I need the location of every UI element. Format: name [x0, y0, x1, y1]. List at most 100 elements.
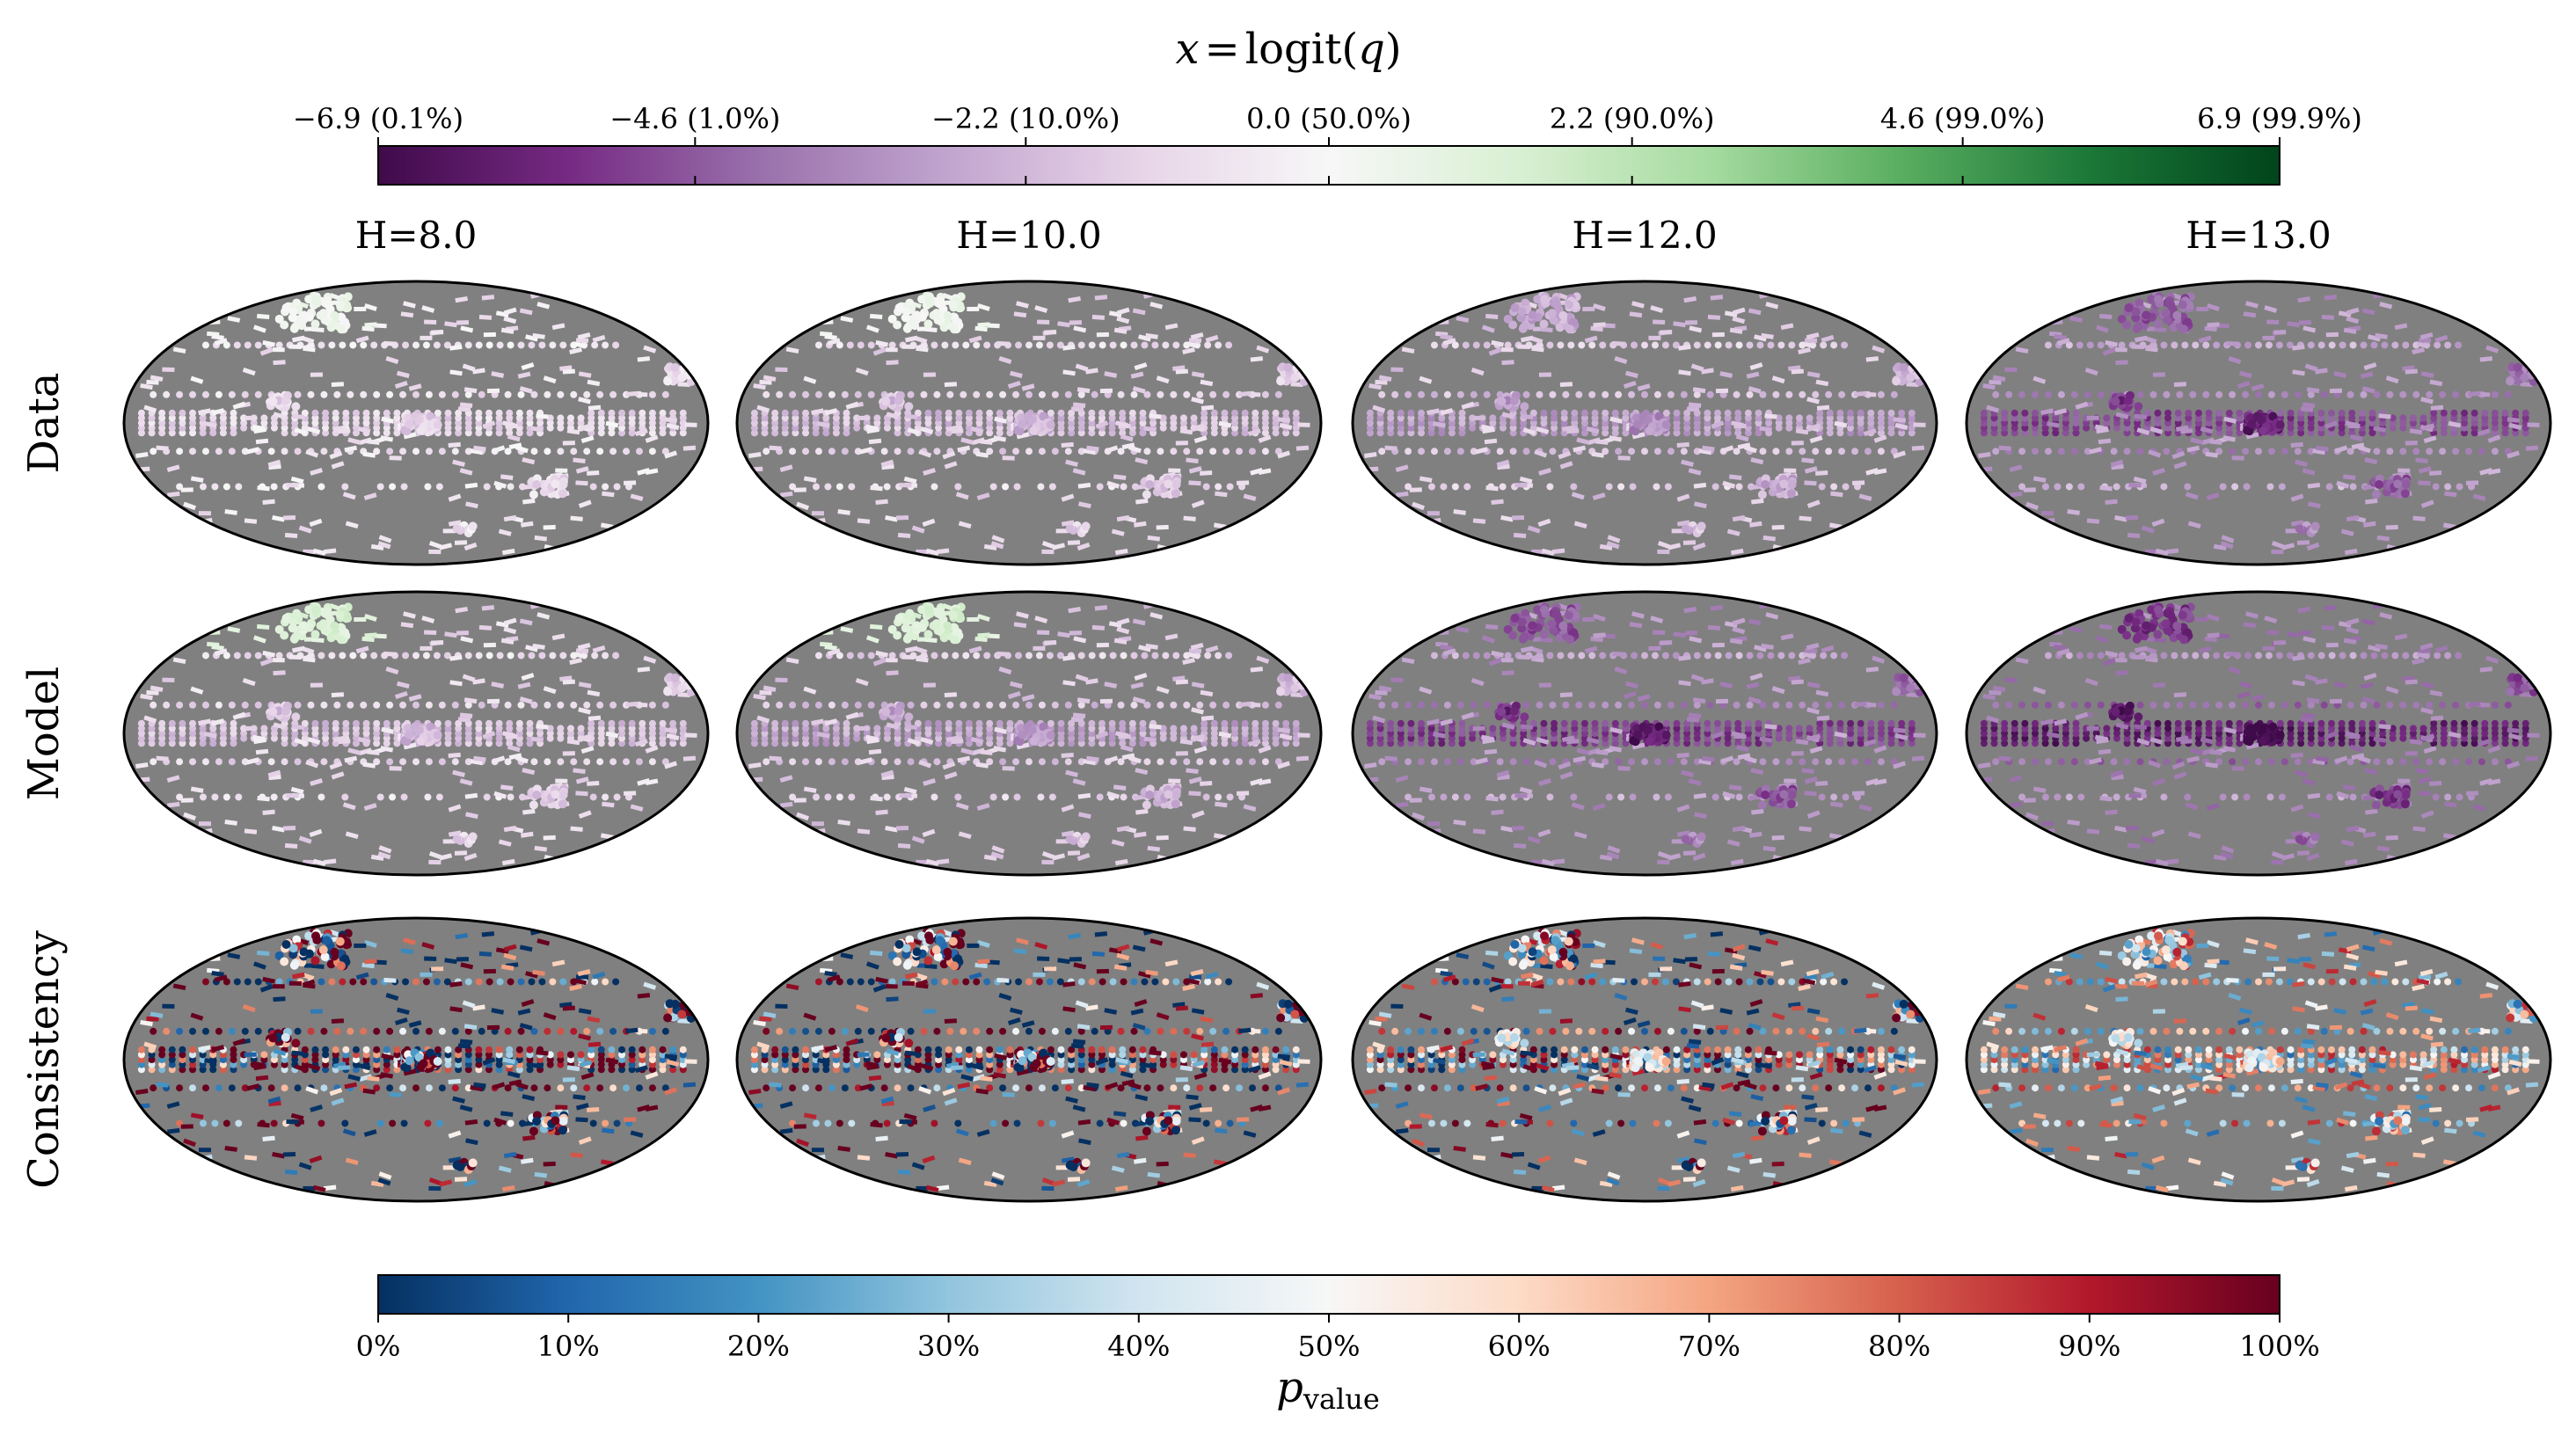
sky-pixel — [281, 740, 288, 747]
sky-pixel — [2205, 414, 2213, 422]
sky-pixel — [1038, 758, 1046, 766]
sky-pixel — [1006, 740, 1014, 747]
sky-pixel — [958, 521, 972, 529]
sky-pixel — [2083, 424, 2091, 432]
sky-pixel — [836, 341, 843, 349]
sky-pixel — [482, 731, 496, 740]
sky-pixel — [914, 409, 922, 417]
sky-map-pixels — [1363, 291, 1926, 556]
sky-pixel — [1277, 727, 1291, 733]
sky-pixel — [530, 390, 538, 398]
sky-pixel — [1591, 419, 1599, 426]
sky-pixel — [1088, 414, 1096, 422]
sky-pixel — [381, 726, 395, 734]
sky-pixel — [1065, 459, 1078, 467]
sky-pixel — [750, 429, 758, 437]
sky-pixel — [528, 652, 536, 660]
sky-pixel — [1821, 334, 1835, 343]
sky-pixel — [812, 725, 820, 733]
sky-pixel — [1261, 424, 1269, 432]
sky-pixel — [883, 730, 891, 737]
sky-pixel — [771, 424, 779, 432]
sky-pixel — [2123, 424, 2131, 432]
sky-pixel — [519, 386, 533, 394]
sky-pixel — [1830, 491, 1843, 498]
sky-pixel — [473, 445, 486, 452]
sky-pixel — [2136, 390, 2144, 398]
sky-pixel — [1816, 405, 1830, 411]
sky-pixel — [459, 402, 473, 408]
sky-pixel — [1175, 679, 1188, 685]
sky-pixel — [1401, 346, 1415, 354]
sky-pixel — [1673, 409, 1681, 417]
sky-pixel — [1113, 474, 1127, 480]
sky-pixel — [1012, 390, 1020, 398]
sky-pixel — [362, 409, 370, 417]
sky-pixel — [2148, 449, 2162, 458]
sky-pixel — [597, 730, 605, 737]
sky-pixel — [1485, 485, 1499, 492]
sky-pixel — [843, 719, 850, 727]
sky-pixel — [1992, 375, 2006, 382]
sky-pixel — [1261, 409, 1269, 417]
sky-pixel — [1847, 419, 1855, 426]
sky-pixel — [1025, 390, 1033, 398]
sky-pixel — [1196, 758, 1204, 766]
sky-pixel — [328, 652, 336, 660]
sky-pixel — [519, 308, 533, 316]
sky-pixel — [322, 414, 330, 422]
sky-pixel — [885, 514, 898, 522]
sky-pixel — [2268, 412, 2278, 421]
sky-pixel — [2321, 314, 2335, 320]
sky-pixel — [1061, 804, 1075, 813]
sky-pixel — [219, 429, 227, 437]
sky-pixel — [373, 419, 381, 426]
sky-pixel — [1108, 424, 1116, 432]
sky-pixel — [428, 549, 441, 555]
sky-pixel — [1529, 335, 1543, 345]
sky-pixel — [924, 730, 932, 737]
sky-pixel — [661, 390, 669, 398]
sky-pixel — [583, 390, 591, 398]
sky-pixel — [1777, 341, 1785, 349]
sky-pixel — [1908, 409, 1916, 417]
sky-pixel — [1387, 419, 1395, 426]
sky-pixel — [373, 701, 381, 709]
sky-pixel — [2196, 306, 2209, 312]
sky-pixel — [1096, 793, 1104, 801]
sky-pixel — [2389, 424, 2397, 432]
sky-pixel — [455, 419, 463, 426]
sky-pixel — [310, 319, 320, 329]
sky-pixel — [1591, 414, 1599, 422]
sky-pixel — [753, 383, 766, 390]
sky-pixel — [2316, 445, 2329, 452]
sky-pixel — [771, 725, 779, 733]
sky-pixel — [1248, 391, 1261, 397]
sky-pixel — [255, 748, 269, 755]
sky-pixel — [1282, 429, 1290, 437]
sky-pixel — [1558, 310, 1568, 320]
sky-pixel — [515, 734, 523, 742]
sky-pixel — [1272, 409, 1280, 417]
sky-pixel — [608, 429, 616, 437]
sky-pixel — [1376, 414, 1384, 422]
sky-pixel — [2215, 409, 2223, 417]
sky-pixel — [158, 730, 166, 737]
sky-pixel — [519, 618, 533, 626]
sky-pixel — [1735, 483, 1743, 491]
sky-pixel — [1277, 417, 1291, 423]
sky-pixel — [1047, 409, 1054, 417]
sky-pixel — [2062, 429, 2069, 437]
sky-pixel — [1191, 682, 1205, 689]
sky-pixel — [935, 299, 945, 309]
sky-pixel — [1588, 341, 1596, 349]
sky-pixel — [362, 730, 370, 737]
sky-pixel — [1135, 808, 1149, 815]
sky-pixel — [352, 740, 360, 747]
sky-pixel — [291, 645, 305, 653]
sky-pixel — [639, 414, 646, 422]
sky-pixel — [1186, 652, 1200, 660]
sky-pixel — [2317, 409, 2325, 417]
sky-pixel — [846, 341, 854, 349]
sky-pixel — [1802, 341, 1816, 349]
